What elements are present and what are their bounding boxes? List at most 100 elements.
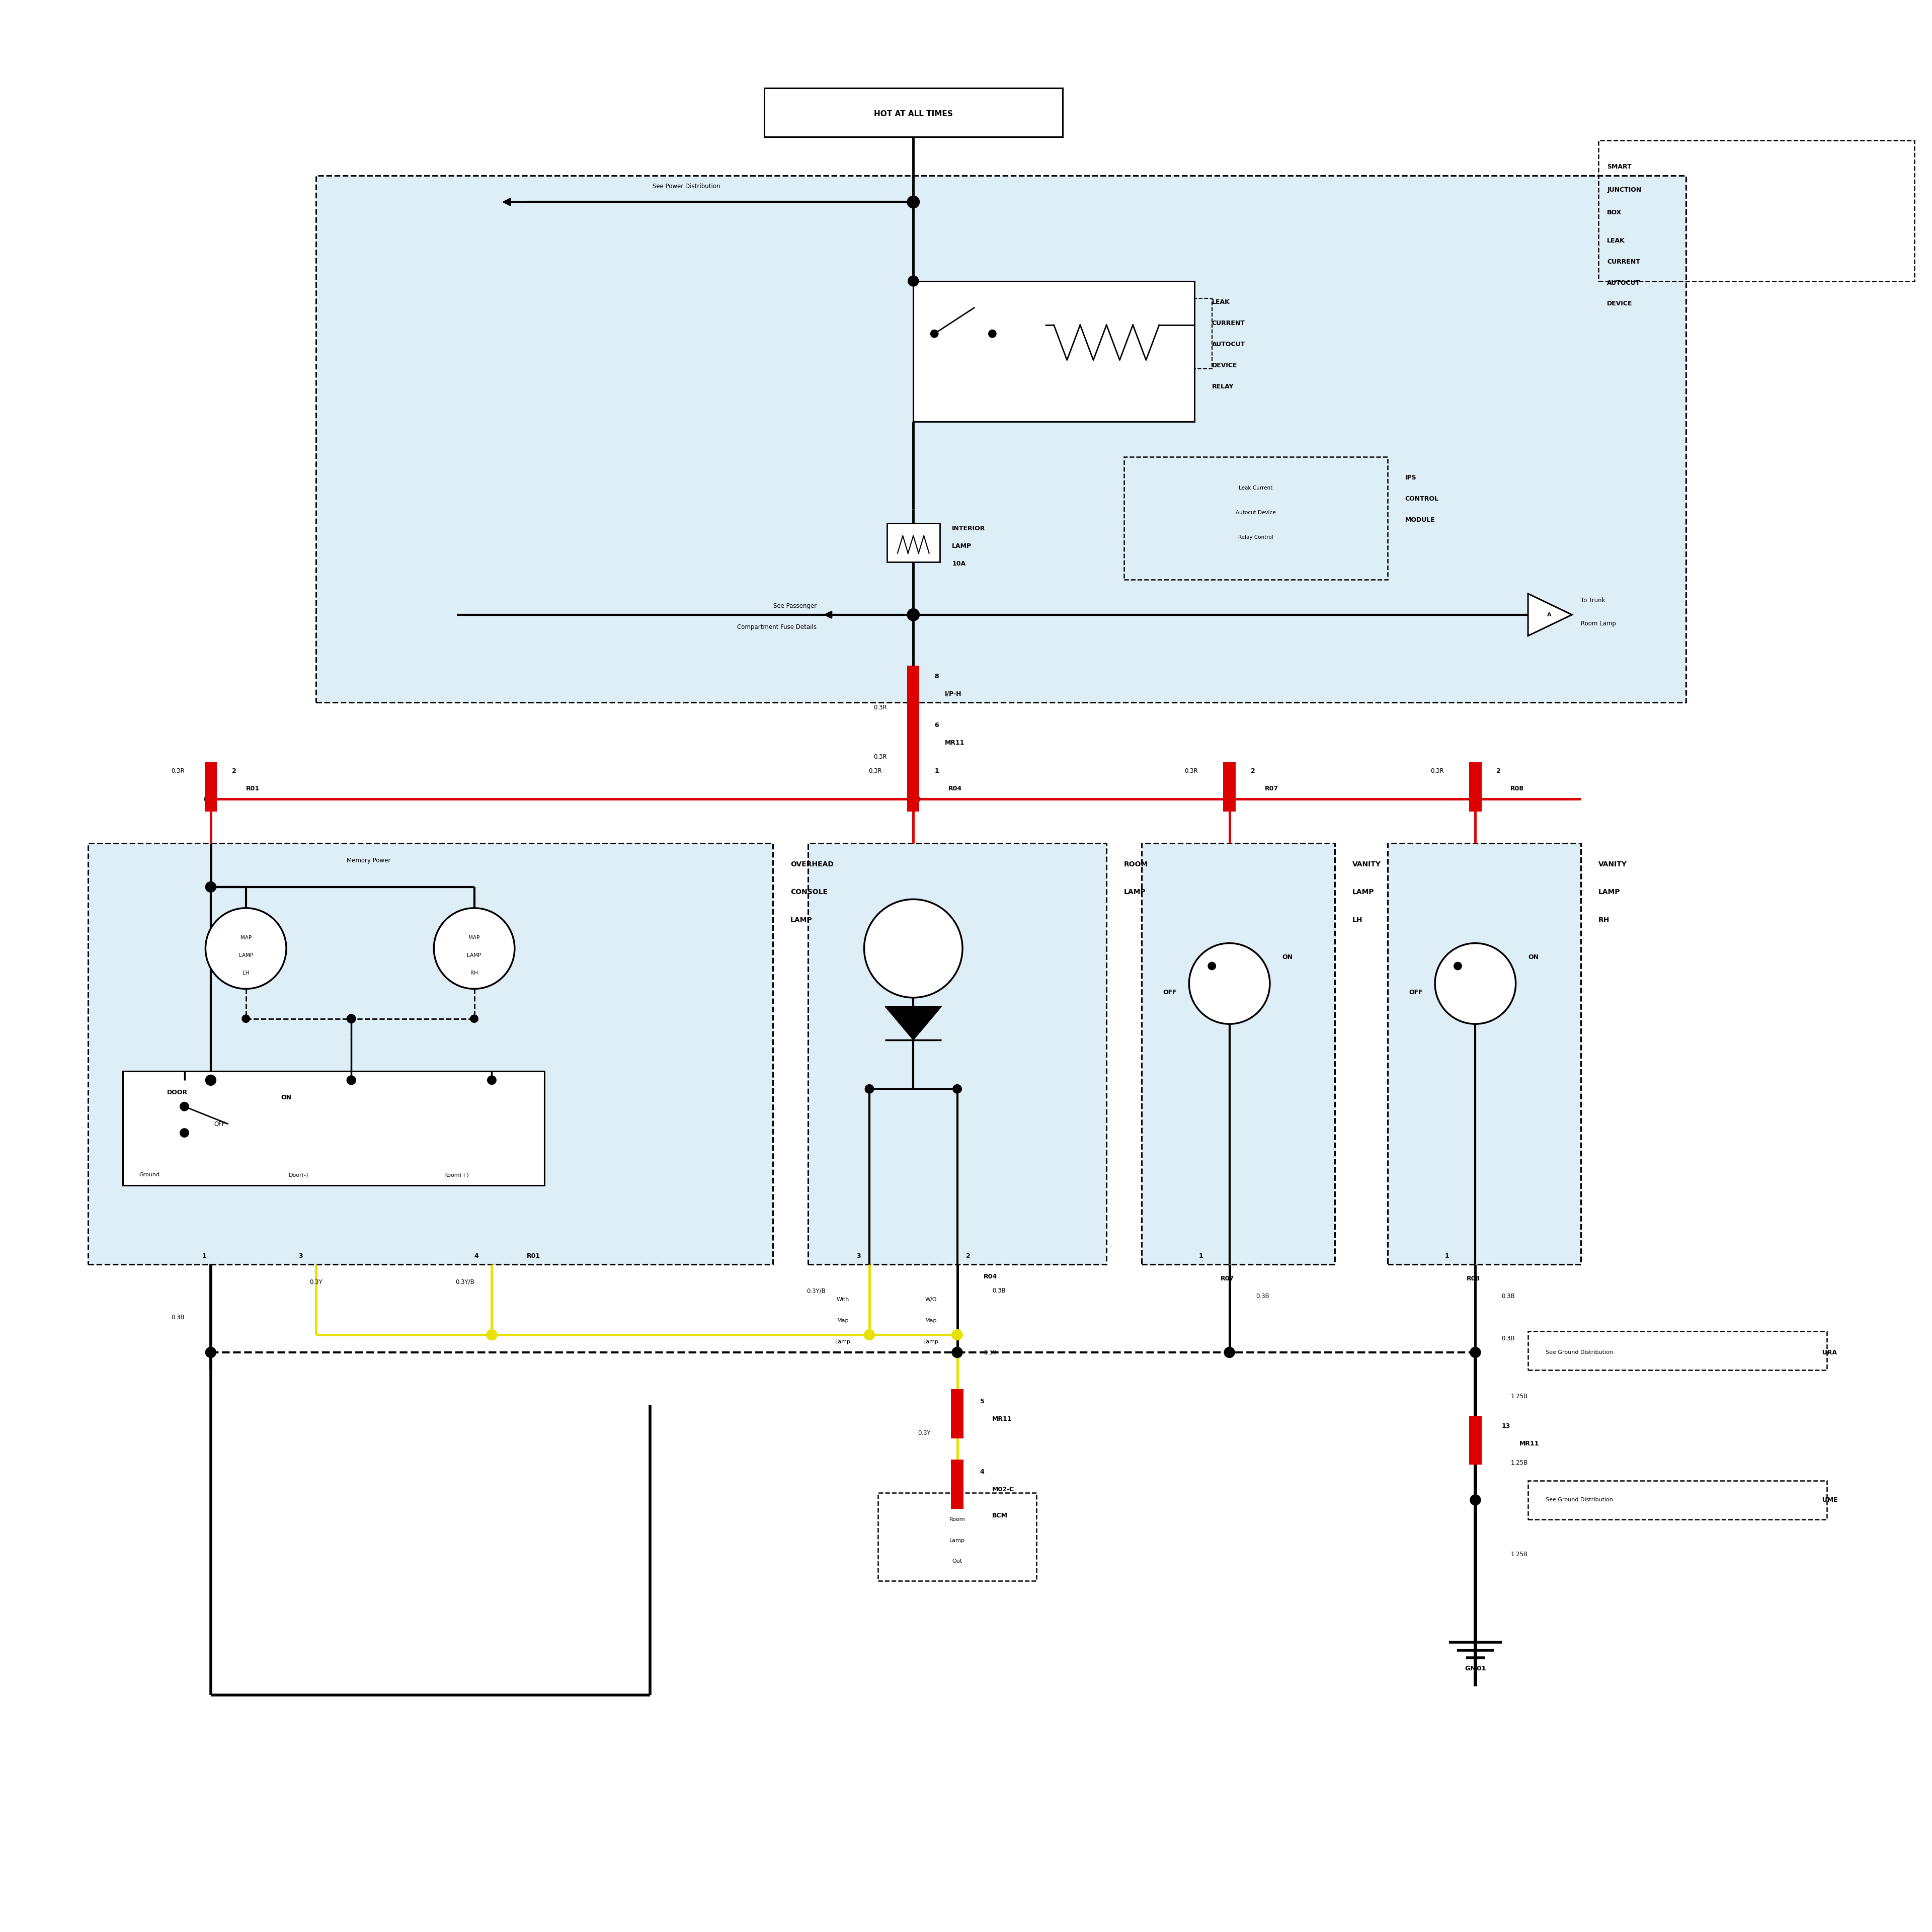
Text: R04: R04 (983, 1273, 997, 1281)
Text: 2: 2 (966, 1252, 970, 1260)
Text: R07: R07 (1265, 784, 1279, 792)
Text: ON: ON (280, 1094, 292, 1101)
Text: 0.3R: 0.3R (867, 767, 881, 775)
Bar (1036, 299, 1211, 369)
Text: 10A: 10A (952, 560, 966, 568)
Text: 0.3R: 0.3R (1184, 767, 1198, 775)
Circle shape (205, 1074, 216, 1086)
Text: With: With (837, 1296, 850, 1302)
Text: 2: 2 (232, 767, 236, 775)
Circle shape (952, 1084, 962, 1094)
Text: 1: 1 (203, 1252, 207, 1260)
Text: I/P-H: I/P-H (945, 690, 962, 697)
Text: MR11: MR11 (993, 1416, 1012, 1422)
Text: To Trunk: To Trunk (1580, 597, 1605, 605)
Text: 0.3Y/B: 0.3Y/B (806, 1287, 825, 1294)
Bar (887, 524, 939, 562)
Circle shape (180, 1101, 189, 1111)
Bar (914, 280, 1194, 421)
Text: GM01: GM01 (1464, 1665, 1486, 1671)
Text: Map: Map (837, 1318, 848, 1323)
Circle shape (1468, 792, 1482, 806)
Circle shape (487, 1076, 497, 1084)
Text: 8: 8 (935, 672, 939, 680)
Bar (763, 87, 1063, 137)
Text: 3: 3 (856, 1252, 860, 1260)
Circle shape (908, 792, 920, 806)
Circle shape (1188, 943, 1269, 1024)
Text: LAMP: LAMP (790, 918, 811, 923)
Text: 4: 4 (473, 1252, 479, 1260)
Circle shape (205, 1347, 216, 1358)
Text: OFF: OFF (214, 1121, 226, 1128)
Text: Lamp: Lamp (949, 1538, 964, 1544)
Text: Room Lamp: Room Lamp (1580, 620, 1615, 626)
Bar (1528, 1331, 1826, 1370)
Text: ROOM: ROOM (1124, 860, 1148, 867)
Text: SMART: SMART (1607, 164, 1633, 170)
Text: 0.3Y: 0.3Y (918, 1430, 931, 1437)
Text: 0.3R: 0.3R (873, 705, 887, 711)
Text: IPS: IPS (1405, 475, 1416, 481)
Bar (317, 176, 1687, 703)
Circle shape (1225, 1347, 1235, 1358)
Text: 5: 5 (980, 1399, 985, 1405)
Text: URA: URA (1818, 1349, 1837, 1356)
Text: MR11: MR11 (945, 740, 964, 746)
Text: 1: 1 (935, 767, 939, 775)
Text: A: A (1548, 612, 1551, 616)
Text: VANITY: VANITY (1352, 860, 1381, 867)
Text: M02-C: M02-C (993, 1486, 1014, 1493)
Text: INTERIOR: INTERIOR (952, 526, 985, 531)
Circle shape (908, 195, 920, 209)
Circle shape (908, 609, 920, 620)
Circle shape (1470, 1347, 1480, 1358)
Text: OFF: OFF (1408, 989, 1422, 995)
Circle shape (205, 881, 216, 893)
Text: 0.3R: 0.3R (172, 767, 184, 775)
Text: CONSOLE: CONSOLE (790, 889, 827, 896)
Bar (87, 842, 773, 1265)
Polygon shape (885, 1007, 941, 1039)
Bar (1142, 842, 1335, 1265)
Bar (1387, 842, 1580, 1265)
Circle shape (866, 1084, 873, 1094)
Text: Ground: Ground (139, 1173, 160, 1177)
Text: ON: ON (1528, 954, 1538, 960)
Circle shape (180, 1128, 189, 1138)
Text: 0.3R: 0.3R (1430, 767, 1443, 775)
Text: 6: 6 (935, 723, 939, 728)
Circle shape (1223, 792, 1236, 806)
Bar (908, 667, 920, 715)
Text: LEAK: LEAK (1607, 238, 1625, 243)
Text: Lamp: Lamp (835, 1339, 850, 1345)
Text: HOT AT ALL TIMES: HOT AT ALL TIMES (873, 110, 952, 118)
Text: DEVICE: DEVICE (1607, 301, 1633, 307)
Text: 0.3B: 0.3B (172, 1314, 184, 1321)
Text: LAMP: LAMP (240, 952, 253, 958)
Bar (1528, 1480, 1826, 1519)
Text: OFF: OFF (1163, 989, 1177, 995)
Circle shape (205, 792, 216, 806)
Text: 0.3Y: 0.3Y (309, 1279, 323, 1285)
Text: R01: R01 (527, 1252, 541, 1260)
Bar (1468, 1416, 1482, 1464)
Text: 0.3R: 0.3R (873, 753, 887, 761)
Text: 1: 1 (1445, 1252, 1449, 1260)
Text: RH: RH (1598, 918, 1609, 923)
Text: See Passenger: See Passenger (773, 603, 817, 609)
Circle shape (1208, 962, 1215, 970)
Text: BOX: BOX (1607, 209, 1621, 216)
Text: 1.25B: 1.25B (1511, 1551, 1528, 1557)
Text: AUTOCUT: AUTOCUT (1211, 340, 1246, 348)
Text: Compartment Fuse Details: Compartment Fuse Details (738, 624, 817, 630)
Text: LAMP: LAMP (952, 543, 972, 549)
Text: BCM: BCM (993, 1513, 1009, 1519)
Circle shape (931, 330, 939, 338)
Text: W/O: W/O (925, 1296, 937, 1302)
Text: Lamp: Lamp (923, 1339, 939, 1345)
Circle shape (908, 276, 918, 286)
Text: 1: 1 (1198, 1252, 1204, 1260)
Text: R01: R01 (245, 784, 259, 792)
Text: See Ground Distribution: See Ground Distribution (1546, 1497, 1613, 1503)
